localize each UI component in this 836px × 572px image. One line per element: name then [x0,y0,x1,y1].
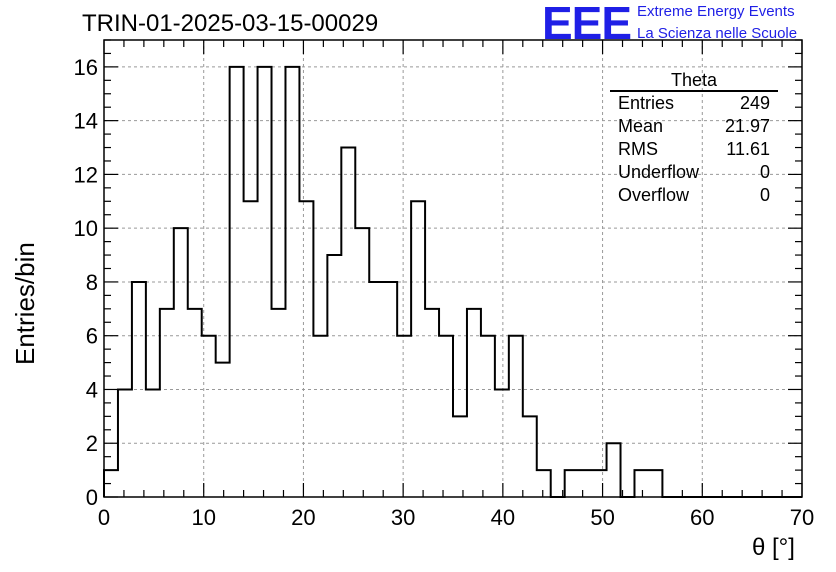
y-tick-label: 12 [74,162,98,187]
histogram-bin [565,470,579,497]
stats-value: 0 [759,162,770,182]
y-tick-label: 8 [86,270,98,295]
stats-label: Underflow [618,162,700,182]
histogram-bin [369,282,383,497]
stats-row: Entries 249 [610,92,778,115]
histogram-bin [285,67,299,497]
histogram-bin [244,201,258,497]
stats-row: Underflow 0 [610,161,778,184]
x-tick-label: 20 [291,505,315,530]
histogram-bin [216,363,230,497]
histogram-bin [523,416,537,497]
histogram-bin [132,282,146,497]
histogram-bin [579,470,593,497]
stats-label: RMS [618,139,658,159]
stats-name: Theta [610,70,778,92]
y-tick-label: 10 [74,216,98,241]
x-tick-label: 60 [690,505,714,530]
stats-value: 0 [759,185,770,205]
histogram-bin [425,309,439,497]
logo-line-1: Extreme Energy Events [637,3,795,20]
x-tick-label: 40 [491,505,515,530]
histogram-bin [355,228,369,497]
histogram-bin [634,470,648,497]
stats-row: Mean 21.97 [610,115,778,138]
histogram-bin [174,228,188,497]
x-tick-label: 30 [391,505,415,530]
histogram-bin [327,255,341,497]
histogram-bin [537,470,551,497]
y-tick-label: 6 [86,324,98,349]
x-tick-label: 0 [98,505,110,530]
y-tick-label: 2 [86,431,98,456]
stats-row: Overflow 0 [610,184,778,207]
logo-line-2: La Scienza nelle Scuole [637,25,798,42]
histogram-bin [146,389,160,497]
run-title: TRIN-01-2025-03-15-00029 [82,10,379,37]
stats-label: Entries [618,93,675,113]
histogram-bin [495,389,509,497]
histogram-bin [202,336,216,497]
histogram-bin [439,336,453,497]
stats-box: Theta Entries 249 Mean 21.97 RMS 11.61 Unde… [610,70,778,207]
y-tick-label: 4 [86,377,98,402]
stats-value: 21.97 [724,116,770,136]
x-tick-label: 70 [790,505,814,530]
histogram-bin [411,201,425,497]
stats-value: 249 [739,93,770,113]
histogram-bin [160,309,174,497]
histogram-bin [593,470,607,497]
x-tick-label: 50 [590,505,614,530]
histogram-bin [341,148,355,497]
y-tick-label: 14 [74,109,98,134]
histogram-bin [299,201,313,497]
histogram-bin [397,336,411,497]
histogram-bin [648,470,662,497]
x-axis-label: θ [°] [752,534,795,561]
y-axis-label: Entries/bin [10,242,40,365]
histogram-bin [453,416,467,497]
histogram-bin [258,67,272,497]
histogram-bin [481,336,495,497]
x-tick-label: 10 [191,505,215,530]
stats-label: Mean [618,116,664,136]
eee-logo: EEE [542,0,632,49]
y-tick-label: 0 [86,485,98,510]
histogram-bin [272,309,286,497]
stats-label: Overflow [618,185,690,205]
histogram-bin [118,389,132,497]
histogram-bin [467,309,481,497]
histogram-bin [188,309,202,497]
histogram-bin [607,443,621,497]
histogram-bin [383,282,397,497]
y-tick-label: 16 [74,55,98,80]
histogram-bin [230,67,244,497]
stats-value: 11.61 [726,139,770,159]
histogram-bin [313,336,327,497]
stats-row: RMS 11.61 [610,138,778,161]
histogram-bin [509,336,523,497]
